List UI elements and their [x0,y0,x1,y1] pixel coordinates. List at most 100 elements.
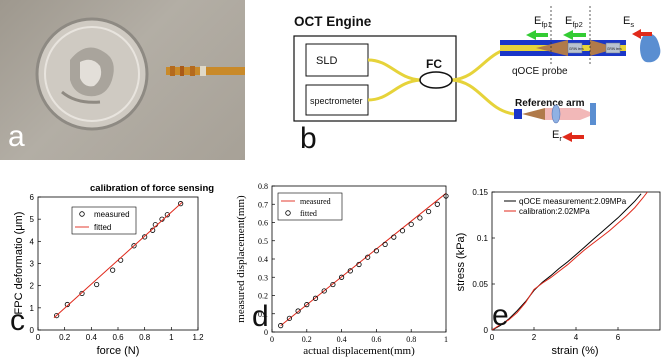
data-point [295,308,301,314]
reference-fiber-end [514,109,522,119]
data-point [110,267,116,273]
chart-c-legend: measured fitted [71,206,137,235]
series-line-1 [53,202,183,319]
x-tick-label: 0 [270,335,274,344]
chart-d-ylabel: measured displacement(mm) [235,195,247,323]
y-tick-label: 5 [30,215,35,224]
x-tick-label: 0 [490,333,495,342]
y-tick-label: 0.4 [258,255,268,264]
y-tick-label: 0.5 [258,237,268,246]
oct-schematic: OCT Engine SLD spectrometer FC GRIN lens… [293,6,661,155]
probe-label: qOCE probe [512,66,568,77]
data-point [434,201,440,207]
spectrometer-label: spectrometer [310,96,363,106]
panel-label-a: a [8,120,25,153]
data-point [339,274,345,280]
data-point [304,302,310,308]
data-point [373,248,379,254]
data-point [347,268,353,274]
field-s: Es [623,15,634,29]
chart-c-title: calibration of force sensing [90,183,215,194]
probe-cone-left [536,40,568,56]
data-point [286,315,293,321]
series-line-0 [280,192,447,326]
x-tick-label: 1 [169,333,174,342]
x-tick-label: 0.6 [112,333,124,342]
y-tick-label: 0.1 [258,310,268,319]
sld-label: SLD [316,55,337,67]
y-tick-label: 0.1 [477,234,489,243]
panel-label-b: b [300,122,317,155]
y-tick-label: 6 [30,193,35,202]
fiber-coupler [419,71,453,89]
chart-e-xlabel: strain (%) [551,345,598,357]
field-r: Er [552,129,562,143]
grin-lens-2-label: GRIN lens [607,47,622,51]
coin-photo [35,17,245,131]
y-tick-label: 0.8 [258,182,268,191]
data-point [399,228,406,234]
chart-e-legend: qOCE measurement:2.09MPa calibration:2.0… [504,197,627,216]
legend-c-measured: measured [94,210,130,219]
y-tick-label: 0 [30,326,35,335]
chart-d: 0 0.2 0.4 0.6 0.8 100.10.20.30.40.50.60.70.8 … [235,182,449,357]
panel-label-e: e [492,299,509,332]
data-point [178,201,184,207]
data-point [426,208,432,215]
coupler-label: FC [426,57,442,71]
legend-d-marker-fitted [285,210,291,216]
legend-e-qoce: qOCE measurement:2.09MPa [519,197,627,206]
fiber-sld [367,58,421,82]
arrow-fp2 [563,30,586,40]
data-point [278,323,284,329]
data-point [365,254,371,260]
chart-e-ylabel: stress (kPa) [455,233,467,292]
x-tick-label: 0.4 [337,335,347,344]
reference-label: Reference arm [515,98,585,109]
grin-lens-1 [567,42,583,54]
y-tick-label: 0.3 [258,273,268,282]
y-tick-label: 0 [484,326,489,335]
x-tick-label: 0.8 [406,335,416,344]
y-tick-label: 2 [30,282,35,291]
sample-blob [640,33,661,63]
data-point [79,290,85,297]
y-tick-label: 4 [30,237,35,246]
legend-d-measured: measured [300,197,331,206]
data-point [164,212,170,218]
series-line-1 [491,191,648,331]
x-tick-label: 0.8 [139,333,151,342]
data-point [382,241,388,248]
arrow-s [632,29,652,39]
x-tick-label: 0.4 [86,333,98,342]
y-tick-label: 0.15 [472,188,488,197]
reference-mirror [590,103,596,125]
sld-box [305,43,369,77]
probe-cone-right [590,40,618,56]
legend-e-calibration: calibration:2.02MPa [519,207,590,216]
reference-cone [522,108,545,120]
x-tick-label: 2 [532,333,537,342]
data-point [142,234,148,240]
data-point [330,281,336,288]
data-point [54,312,60,319]
data-point [312,295,319,301]
y-tick-label: 3 [30,260,35,269]
arrow-r [562,132,584,142]
x-tick-label: 0 [36,333,41,342]
y-tick-label: 0.05 [472,280,488,289]
chart-c-ylabel: FPC deformatio (μm) [13,212,25,315]
data-point [408,221,414,227]
data-point [94,281,100,288]
data-point [417,215,423,221]
fiber-spectrometer [367,78,421,102]
x-tick-label: 0.6 [371,335,381,344]
x-tick-label: 0.2 [302,335,312,344]
y-tick-label: 0.7 [258,200,268,209]
panel-label-c: c [10,304,25,337]
x-tick-label: 1 [444,335,448,344]
reference-lens [551,104,561,124]
data-point [321,288,327,294]
fiber-reference-arm [451,78,515,116]
chart-d-legend: measured fitted [277,192,343,221]
